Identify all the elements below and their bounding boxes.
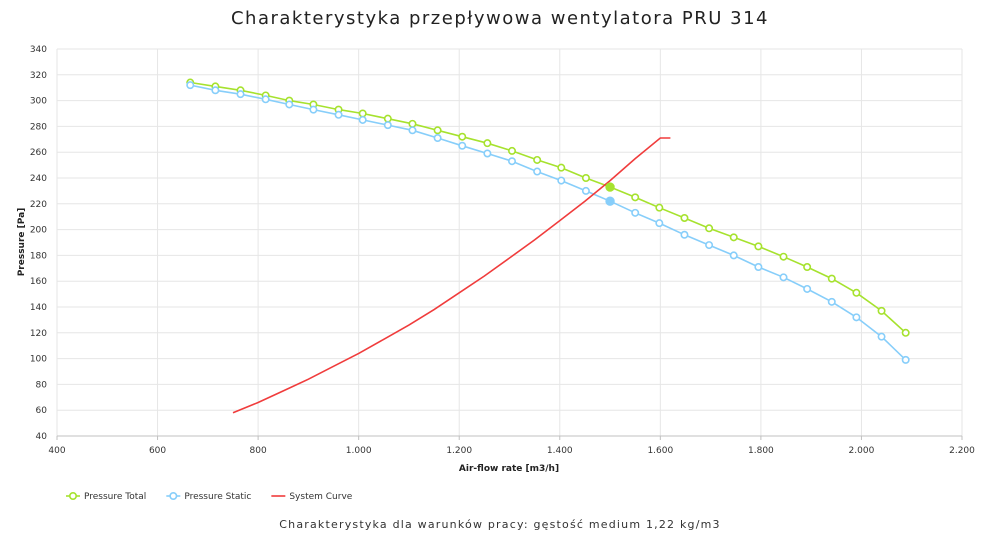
data-point	[803, 284, 812, 293]
data-point	[533, 167, 542, 176]
series-line	[190, 81, 907, 334]
y-tick-label: 340	[30, 45, 47, 55]
x-tick-label: 2.200	[949, 446, 975, 456]
data-point	[852, 288, 861, 297]
y-tick-label: 40	[36, 432, 48, 442]
y-tick-label: 300	[30, 97, 47, 107]
data-point	[433, 126, 442, 135]
data-point	[383, 114, 392, 123]
data-point	[211, 86, 220, 95]
data-point	[408, 119, 417, 128]
y-tick-label: 60	[36, 406, 48, 416]
data-point	[458, 132, 467, 141]
data-point	[705, 241, 714, 250]
data-point	[557, 176, 566, 185]
data-point	[901, 355, 910, 364]
data-point	[705, 224, 714, 233]
data-point	[655, 203, 664, 212]
data-point	[827, 297, 836, 306]
data-point	[408, 126, 417, 135]
data-point	[261, 95, 270, 104]
data-point	[483, 139, 492, 148]
chart-footnote: Charakterystyka dla warunków pracy: gęst…	[279, 518, 721, 531]
y-tick-label: 100	[30, 355, 47, 365]
y-tick-label: 260	[30, 148, 47, 158]
x-tick-label: 1.200	[446, 446, 472, 456]
y-tick-label: 200	[30, 226, 47, 236]
grid-lines	[56, 48, 963, 437]
operating-point	[605, 182, 615, 192]
data-point	[383, 121, 392, 130]
series-lines	[190, 81, 907, 414]
data-point	[655, 219, 664, 228]
x-tick-label: 800	[250, 446, 267, 456]
data-point	[433, 134, 442, 143]
x-tick-label: 1.000	[346, 446, 372, 456]
data-point	[557, 163, 566, 172]
data-point	[631, 208, 640, 217]
series-line	[190, 84, 907, 361]
series-markers	[186, 78, 910, 364]
y-tick-label: 160	[30, 277, 47, 287]
data-point	[754, 263, 763, 272]
data-point	[508, 157, 517, 166]
data-point	[827, 274, 836, 283]
data-point	[779, 252, 788, 261]
x-tick-label: 600	[149, 446, 166, 456]
y-tick-label: 280	[30, 122, 47, 132]
data-point	[631, 193, 640, 202]
legend: Pressure Total Pressure Static System Curv…	[66, 491, 353, 502]
data-point	[779, 273, 788, 282]
data-point	[729, 233, 738, 242]
series-line	[232, 137, 671, 414]
data-point	[358, 115, 367, 124]
y-tick-label: 120	[30, 329, 47, 339]
legend-swatch-marker	[169, 491, 178, 500]
data-point	[458, 141, 467, 150]
axes: 400 600 800 1.000 1.200 1.400 1.600 1.800 2.000 2…	[30, 45, 975, 456]
data-point	[877, 332, 886, 341]
y-tick-label: 140	[30, 303, 47, 313]
data-point	[803, 263, 812, 272]
data-point	[285, 100, 294, 109]
x-tick-label: 1.600	[647, 446, 673, 456]
x-tick-label: 2.000	[849, 446, 875, 456]
data-point	[581, 174, 590, 183]
legend-item-label: Pressure Static	[184, 492, 251, 502]
data-point	[754, 242, 763, 251]
x-tick-label: 1.800	[748, 446, 774, 456]
y-tick-label: 220	[30, 200, 47, 210]
data-point	[508, 146, 517, 155]
data-point	[680, 213, 689, 222]
y-tick-label: 240	[30, 174, 47, 184]
data-point	[334, 110, 343, 119]
data-point	[309, 105, 318, 114]
y-axis-title: Pressure [Pa]	[17, 208, 27, 277]
legend-item-label: System Curve	[289, 492, 352, 502]
x-tick-label: 400	[48, 446, 65, 456]
data-point	[236, 90, 245, 99]
data-point	[680, 230, 689, 239]
x-tick-label: 1.400	[547, 446, 573, 456]
legend-swatch-marker	[69, 491, 78, 500]
y-tick-label: 320	[30, 71, 47, 81]
data-point	[901, 328, 910, 337]
data-point	[186, 81, 195, 90]
y-tick-label: 180	[30, 251, 47, 261]
data-point	[483, 149, 492, 158]
data-point	[852, 313, 861, 322]
chart-title: Charakterystyka przepływowa wentylatora …	[230, 8, 770, 29]
data-point	[533, 155, 542, 164]
operating-point	[605, 196, 615, 206]
data-point	[581, 186, 590, 195]
data-point	[358, 109, 367, 118]
data-point	[877, 306, 886, 315]
x-axis-title: Air-flow rate [m3/h]	[459, 464, 559, 474]
y-tick-label: 80	[36, 380, 48, 390]
data-point	[729, 251, 738, 260]
legend-item-label: Pressure Total	[84, 492, 146, 502]
